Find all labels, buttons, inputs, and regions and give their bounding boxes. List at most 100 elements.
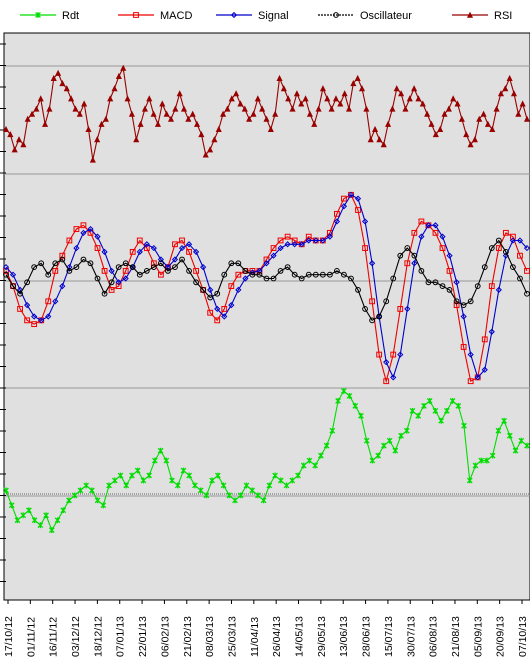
data-point — [376, 351, 383, 358]
data-point — [354, 195, 362, 202]
x-tick-label: 11/04/13 — [249, 617, 261, 657]
series-line — [5, 194, 528, 384]
data-point — [256, 267, 263, 274]
data-point — [85, 125, 92, 133]
data-point — [63, 85, 70, 92]
data-point — [66, 237, 73, 244]
data-point — [348, 275, 354, 282]
data-point — [367, 136, 374, 143]
data-point — [24, 317, 31, 324]
data-point — [146, 472, 152, 479]
data-point — [450, 95, 457, 102]
data-point — [197, 487, 204, 494]
data-point — [31, 321, 38, 328]
data-point — [409, 407, 416, 414]
data-point — [122, 275, 129, 282]
data-point — [333, 218, 341, 225]
data-point — [171, 256, 179, 263]
data-point — [418, 218, 425, 225]
data-point — [154, 120, 162, 127]
data-point — [419, 100, 426, 107]
data-point — [403, 427, 410, 434]
data-point — [80, 256, 87, 263]
data-point — [214, 290, 221, 297]
data-point — [305, 233, 312, 240]
data-point — [259, 105, 266, 112]
data-point — [319, 237, 326, 244]
data-point — [439, 233, 446, 240]
data-point — [26, 507, 32, 514]
legend-label: Rdt — [62, 10, 79, 22]
data-point — [68, 95, 75, 102]
data-point — [192, 248, 200, 255]
rdt-panel — [3, 388, 530, 534]
data-point — [76, 110, 83, 117]
data-point — [165, 267, 171, 274]
data-point — [376, 136, 383, 143]
data-point — [495, 245, 502, 251]
data-point — [312, 462, 319, 469]
data-point — [324, 95, 331, 102]
data-point — [228, 302, 235, 309]
data-point — [474, 283, 481, 290]
data-point — [289, 105, 296, 112]
data-point — [478, 457, 485, 464]
data-point — [277, 237, 284, 244]
data-point — [495, 286, 502, 294]
data-point — [108, 287, 115, 293]
data-point — [242, 267, 249, 274]
data-point — [460, 302, 467, 309]
data-point — [192, 482, 198, 489]
data-point — [45, 298, 52, 305]
data-point — [37, 522, 44, 529]
data-point — [98, 120, 105, 127]
data-point — [266, 482, 273, 489]
macd-panel — [2, 191, 530, 385]
data-point — [392, 447, 399, 454]
data-point — [255, 492, 261, 499]
data-point — [176, 90, 183, 97]
x-tick-label: 05/09/13 — [472, 616, 484, 657]
data-point — [515, 110, 522, 117]
data-point — [311, 120, 318, 127]
data-point — [295, 472, 301, 479]
data-point — [517, 252, 523, 259]
data-point — [481, 264, 488, 270]
data-point — [242, 275, 249, 282]
data-point — [289, 477, 296, 484]
data-point — [159, 100, 166, 107]
data-point — [172, 264, 178, 270]
data-point — [87, 229, 94, 236]
data-point — [207, 286, 214, 294]
data-point — [94, 245, 101, 251]
data-point — [250, 110, 257, 117]
legend-label: MACD — [160, 10, 192, 22]
data-point — [122, 267, 129, 274]
data-point — [66, 267, 73, 274]
data-point — [298, 100, 305, 107]
data-point — [488, 245, 495, 251]
data-point — [164, 263, 172, 271]
data-point — [426, 398, 433, 404]
data-point — [460, 344, 467, 350]
data-point — [489, 452, 496, 459]
data-point — [516, 237, 524, 244]
data-point — [341, 271, 347, 278]
data-point — [510, 233, 516, 240]
data-point — [397, 252, 404, 259]
data-point — [72, 105, 79, 112]
data-point — [363, 437, 370, 444]
legend-marker — [333, 12, 339, 18]
data-point — [432, 222, 439, 229]
data-point — [369, 260, 376, 267]
data-point — [189, 110, 196, 117]
x-tick-label: 08/03/13 — [204, 616, 216, 657]
data-point — [358, 412, 364, 419]
data-point — [270, 245, 277, 251]
data-point — [214, 317, 221, 324]
data-point — [441, 110, 448, 117]
data-point — [193, 279, 199, 286]
data-point — [481, 366, 488, 373]
x-tick-label: 18/12/12 — [92, 616, 104, 657]
data-point — [31, 517, 38, 524]
